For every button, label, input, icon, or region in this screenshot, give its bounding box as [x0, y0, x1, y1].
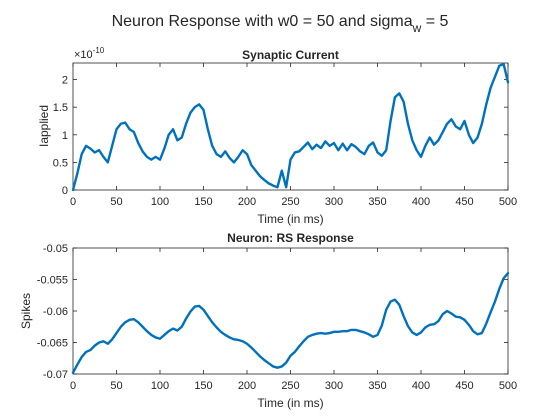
rs-response-xtick-label: 150 — [194, 380, 212, 392]
synaptic-current-xtick-label: 500 — [499, 196, 517, 208]
synaptic-current-xtick-label: 400 — [412, 196, 430, 208]
synaptic-current-xtick-label: 100 — [151, 196, 169, 208]
rs-response-ytick-label: -0.055 — [37, 275, 68, 287]
synaptic-current-ylabel: Iapplied — [37, 105, 51, 147]
rs-response-xlabel: Time (in ms) — [257, 396, 323, 410]
rs-response-xtick-label: 0 — [70, 380, 76, 392]
synaptic-current-xtick-label: 300 — [325, 196, 343, 208]
rs-response-series-line — [71, 272, 510, 374]
rs-response-ytick-label: -0.05 — [43, 243, 68, 255]
rs-response-xtick-label: 250 — [281, 380, 299, 392]
rs-response-plot-frame — [72, 247, 509, 375]
rs-response-ytick-label: -0.06 — [43, 306, 68, 318]
rs-response-xtick-label: 500 — [499, 380, 517, 392]
figure-title-subscript: w — [412, 21, 422, 35]
rs-response-xtick-label: 300 — [325, 380, 343, 392]
synaptic-current-xtick-label: 450 — [455, 196, 473, 208]
rs-response-xtick-label: 50 — [110, 380, 122, 392]
rs-response-ylabel: Spikes — [19, 293, 33, 329]
synaptic-current-title: Synaptic Current — [242, 48, 339, 62]
synaptic-current-series-line — [71, 62, 510, 192]
rs-response-axes: Neuron: RS Response Time (in ms) Spikes … — [19, 231, 517, 410]
synaptic-current-ytick-label: 0.5 — [53, 157, 68, 169]
rs-response-xtick-label: 400 — [412, 380, 430, 392]
synaptic-current-xtick-label: 50 — [110, 196, 122, 208]
synaptic-current-xtick-label: 200 — [238, 196, 256, 208]
rs-response-ytick-label: -0.07 — [43, 369, 68, 381]
rs-response-xtick-label: 100 — [151, 380, 169, 392]
rs-response-xtick-label: 450 — [455, 380, 473, 392]
rs-response-title: Neuron: RS Response — [227, 231, 354, 245]
synaptic-current-ytick-label: 2 — [62, 75, 68, 87]
synaptic-current-ytick-label: 1.5 — [53, 102, 68, 114]
synaptic-current-xtick-label: 150 — [194, 196, 212, 208]
synaptic-current-xlabel: Time (in ms) — [257, 212, 323, 226]
synaptic-current-ytick-label: 1 — [62, 130, 68, 142]
rs-response-xtick-label: 200 — [238, 380, 256, 392]
synaptic-current-ytick-label: 0 — [62, 185, 68, 197]
rs-response-ytick-label: -0.065 — [37, 338, 68, 350]
synaptic-current-xtick-label: 0 — [70, 196, 76, 208]
rs-response-xtick-label: 350 — [368, 380, 386, 392]
synaptic-current-xtick-label: 350 — [368, 196, 386, 208]
synaptic-current-axes: Synaptic Current Time (in ms) Iapplied ×… — [37, 46, 517, 226]
synaptic-current-plot-frame — [72, 62, 509, 191]
figure-title: Neuron Response with w0 = 50 and sigmaw … — [112, 13, 449, 35]
synaptic-current-exponent: ×10-10 — [74, 46, 105, 61]
synaptic-current-xtick-label: 250 — [281, 196, 299, 208]
